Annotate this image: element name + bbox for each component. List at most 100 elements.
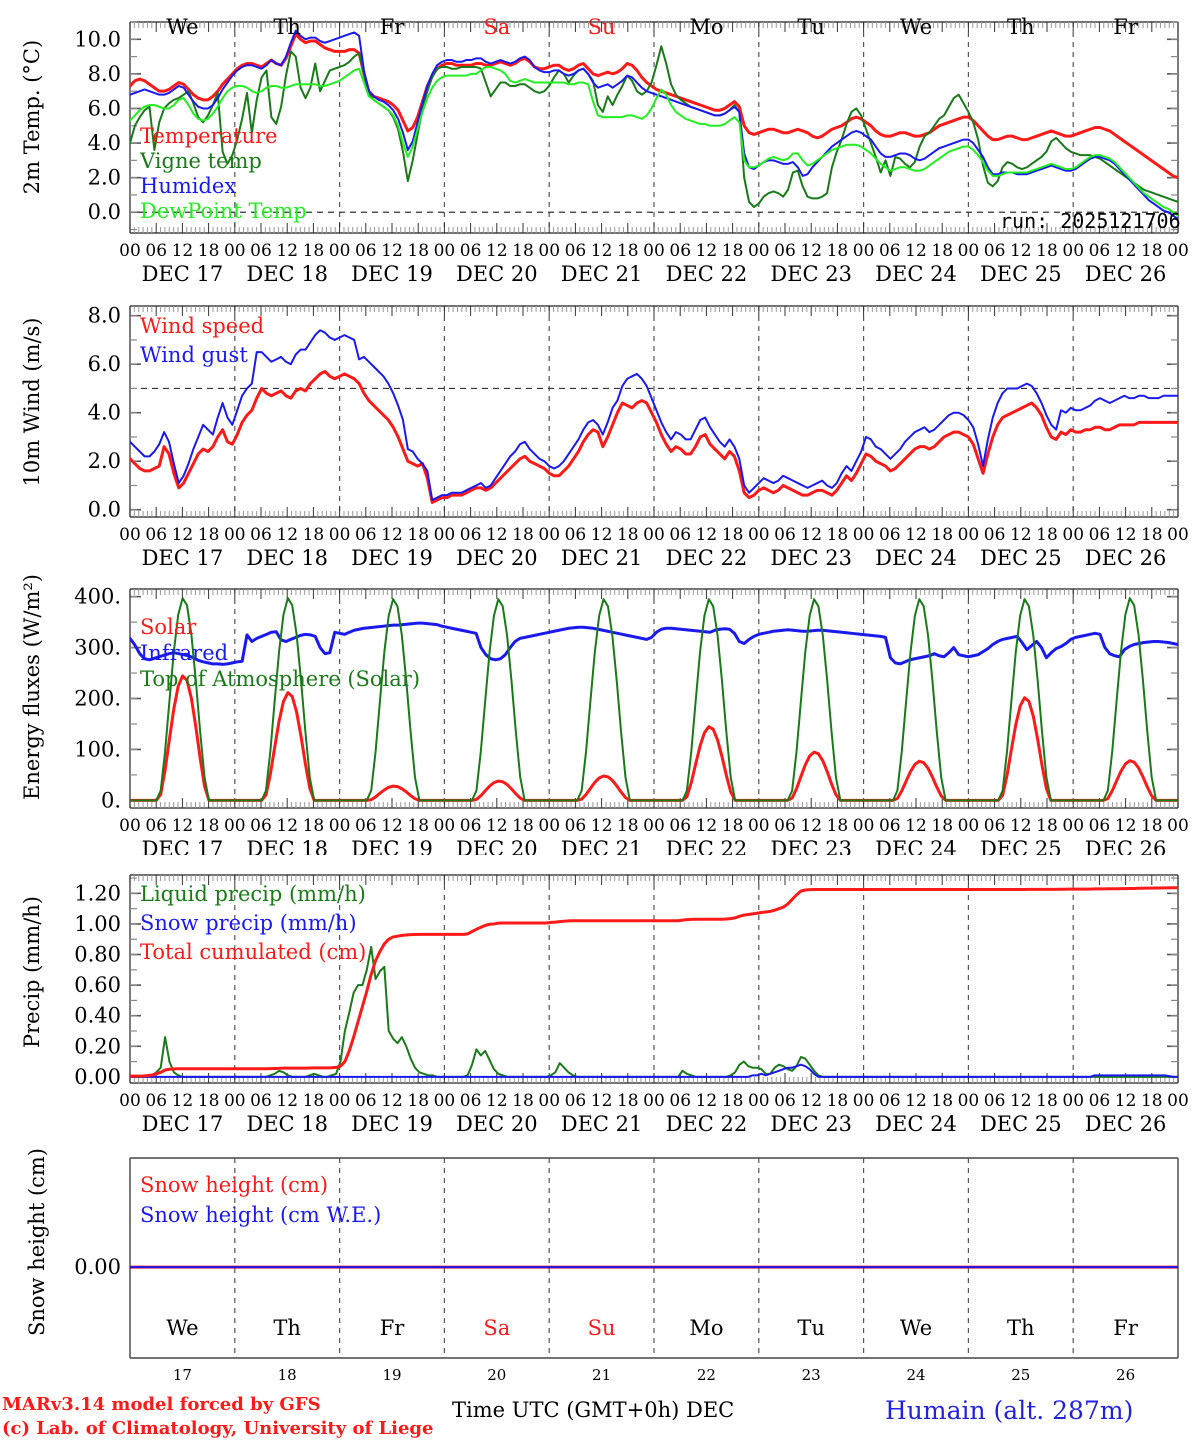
x-hour-label: 06 (669, 241, 691, 261)
x-hour-label: 18 (512, 241, 534, 261)
x-hour-label: 18 (198, 816, 220, 836)
x-hour-label: 06 (669, 816, 691, 836)
x-hour-label: 12 (905, 525, 927, 545)
x-hour-label: 06 (879, 816, 901, 836)
panel-energy-fluxes: 0. 100. 200. 300. 400. Solar Infrared Top of At… (0, 570, 1194, 855)
x-hour-label: 00 (958, 241, 980, 261)
x-month-label: DEC 25 (980, 546, 1062, 570)
x-month-label: DEC 25 (980, 262, 1062, 285)
y-tick-label: 4.0 (88, 131, 121, 155)
dow-label-th: Th (1007, 15, 1035, 39)
panel-temperature: 0.0 2.0 4.0 6.0 8.0 10.0 Temperature Vigne temp… (0, 0, 1194, 285)
y-tick-label: 0.00 (74, 1065, 121, 1089)
y-tick-label: 100. (74, 737, 121, 761)
panel-precip: 0.00 0.20 0.40 0.60 0.80 1.00 1.20 Liquid preci… (0, 855, 1194, 1140)
y-tick-label: 1.20 (74, 881, 121, 905)
x-hour-label: 18 (1036, 525, 1058, 545)
x-hour-label: 12 (381, 241, 403, 261)
x-hour-label: 00 (329, 1091, 351, 1111)
day-number-label: 20 (487, 1366, 506, 1384)
x-hour-label: 00 (853, 1091, 875, 1111)
legend-dewpoint-temp: DewPoint Temp (140, 199, 307, 223)
x-hour-label: 00 (748, 241, 770, 261)
legend-wind-speed: Wind speed (140, 314, 264, 338)
legend-solar: Solar (140, 615, 197, 639)
x-hour-label: 12 (905, 241, 927, 261)
legend-infrared: Infrared (140, 641, 228, 665)
x-hour-label: 06 (879, 1091, 901, 1111)
x-hour-label: 18 (722, 525, 744, 545)
day-number-label: 26 (1116, 1366, 1135, 1384)
x-hour-label: 18 (617, 1091, 639, 1111)
x-hour-label: 18 (198, 1091, 220, 1111)
x-hour-label: 18 (303, 1091, 325, 1111)
dow-label-we: We (900, 15, 932, 39)
x-hour-label: 00 (434, 525, 456, 545)
x-hour-label: 00 (538, 816, 560, 836)
y-tick-label: 8.0 (88, 62, 121, 86)
x-month-label: DEC 17 (142, 262, 224, 285)
x-month-label: DEC 19 (351, 1112, 433, 1136)
dow-label-sa: Sa (483, 15, 510, 39)
legend-humidex: Humidex (140, 174, 236, 198)
legend-vigne-temp: Vigne temp (139, 149, 262, 173)
x-month-label: DEC 23 (770, 546, 852, 570)
x-hour-label: 00 (538, 525, 560, 545)
x-hour-label: 18 (722, 1091, 744, 1111)
x-month-label: DEC 22 (666, 546, 748, 570)
x-hour-label: 06 (879, 241, 901, 261)
x-hour-label: 06 (669, 1091, 691, 1111)
x-hour-label: 00 (538, 1091, 560, 1111)
dow-label-sa: Sa (483, 1316, 510, 1340)
x-hour-label: 12 (696, 816, 718, 836)
x-hour-label: 12 (486, 241, 508, 261)
x-hour-label: 00 (538, 241, 560, 261)
x-hour-label: 06 (355, 241, 377, 261)
x-hour-label: 00 (643, 1091, 665, 1111)
x-hour-label: 18 (1141, 1091, 1163, 1111)
legend-wind-gust: Wind gust (140, 343, 248, 367)
x-hour-label: 00 (1167, 816, 1189, 836)
x-hour-label: 00 (434, 816, 456, 836)
dow-label-fr: Fr (1113, 15, 1139, 39)
x-hour-label: 12 (800, 241, 822, 261)
x-month-label: DEC 26 (1085, 837, 1167, 855)
dow-label-mo: Mo (689, 1316, 723, 1340)
legend-total-cumulated-cm: Total cumulated (cm) (140, 940, 366, 964)
x-hour-label: 12 (1115, 1091, 1137, 1111)
x-hour-label: 12 (591, 241, 613, 261)
x-hour-label: 12 (1115, 816, 1137, 836)
x-month-label: DEC 17 (142, 837, 224, 855)
x-hour-label: 18 (931, 1091, 953, 1111)
day-number-label: 23 (802, 1366, 821, 1384)
y-tick-label: 0.0 (88, 498, 121, 522)
y-tick-label: 0.60 (74, 973, 121, 997)
dow-label-fr: Fr (380, 15, 406, 39)
y-tick-label: 400. (74, 585, 121, 609)
y-tick-label: 0.00 (74, 1255, 121, 1279)
x-hour-label: 12 (696, 525, 718, 545)
x-hour-label: 12 (172, 525, 194, 545)
x-month-label: DEC 18 (246, 837, 328, 855)
energy-fluxes-ylabel: Energy fluxes (W/m²) (20, 574, 44, 800)
x-hour-label: 06 (145, 816, 167, 836)
x-hour-label: 06 (1089, 816, 1111, 836)
x-month-label: DEC 20 (456, 262, 538, 285)
x-hour-label: 12 (800, 1091, 822, 1111)
temperature-ylabel: 2m Temp. (°C) (20, 39, 44, 195)
x-month-label: DEC 22 (666, 1112, 748, 1136)
day-number-label: 21 (592, 1366, 611, 1384)
x-hour-label: 12 (591, 525, 613, 545)
x-month-label: DEC 20 (456, 837, 538, 855)
dow-label-th: Th (1007, 1316, 1035, 1340)
dow-label-fr: Fr (1113, 1316, 1139, 1340)
x-hour-label: 18 (407, 816, 429, 836)
x-hour-label: 18 (198, 241, 220, 261)
x-hour-label: 12 (276, 816, 298, 836)
x-hour-label: 00 (329, 816, 351, 836)
x-hour-label: 06 (984, 241, 1006, 261)
x-hour-label: 18 (1036, 816, 1058, 836)
dow-label-su: Su (588, 1316, 616, 1340)
x-month-label: DEC 22 (666, 262, 748, 285)
legend-snow-precip-mm-h: Snow precip (mm/h) (140, 911, 357, 935)
